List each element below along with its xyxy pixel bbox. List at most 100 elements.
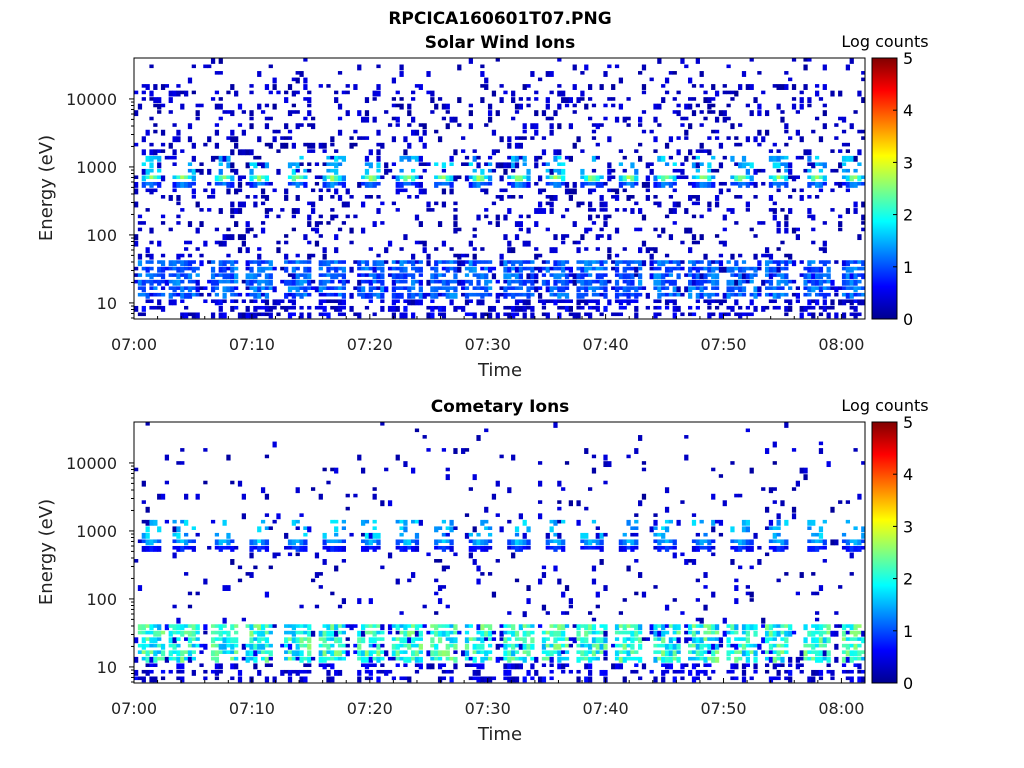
heatmap-cell	[741, 519, 747, 526]
heatmap-cell	[541, 208, 547, 214]
heatmap-cell	[711, 539, 716, 544]
heatmap-cell	[480, 64, 485, 69]
heatmap-cell	[699, 643, 704, 650]
heatmap-cell	[576, 305, 581, 310]
heatmap-cell	[172, 637, 177, 644]
heatmap-cell	[834, 656, 839, 663]
heatmap-cell	[449, 260, 454, 264]
heatmap-cell	[595, 142, 600, 147]
heatmap-cell	[807, 676, 812, 683]
heatmap-cell	[784, 630, 789, 637]
heatmap-cell	[395, 266, 400, 271]
heatmap-cell	[191, 286, 196, 290]
heatmap-cell	[257, 526, 262, 533]
heatmap-cell	[568, 299, 573, 304]
heatmap-cell	[203, 188, 208, 193]
heatmap-cell	[664, 650, 670, 657]
heatmap-cell	[307, 279, 312, 286]
heatmap-cell	[403, 643, 408, 648]
heatmap-cell	[207, 136, 212, 143]
heatmap-cell	[253, 637, 258, 641]
heatmap-cell	[249, 624, 254, 631]
heatmap-cell	[526, 97, 531, 101]
heatmap-cell	[180, 676, 185, 683]
heatmap-cell	[149, 286, 154, 290]
heatmap-cell	[264, 273, 270, 280]
heatmap-cell	[457, 279, 462, 286]
solar-wind-x-axis-label: Time	[477, 360, 522, 381]
heatmap-cell	[437, 598, 443, 605]
heatmap-cell	[711, 493, 716, 500]
heatmap-cell	[487, 637, 493, 641]
heatmap-cell	[260, 650, 266, 654]
heatmap-cell	[599, 669, 604, 676]
heatmap-cell	[226, 110, 231, 114]
heatmap-cell	[838, 181, 843, 188]
heatmap-cell	[822, 292, 827, 299]
heatmap-cell	[784, 71, 789, 75]
heatmap-cell	[534, 286, 539, 293]
heatmap-cell	[253, 545, 258, 550]
heatmap-cell	[141, 669, 146, 674]
heatmap-cell	[141, 545, 146, 552]
heatmap-cell	[464, 513, 470, 517]
heatmap-cell	[580, 266, 585, 273]
heatmap-cell	[141, 630, 146, 635]
heatmap-cell	[776, 650, 781, 657]
heatmap-cell	[522, 181, 527, 188]
heatmap-cell	[818, 279, 824, 286]
heatmap-cell	[145, 545, 150, 552]
heatmap-cell	[137, 221, 143, 225]
heatmap-cell	[234, 208, 239, 214]
heatmap-cell	[572, 64, 577, 71]
heatmap-cell	[745, 305, 750, 310]
heatmap-cell	[849, 637, 854, 641]
heatmap-cell	[861, 656, 865, 661]
heatmap-cell	[495, 299, 500, 304]
heatmap-cell	[818, 175, 824, 180]
heatmap-cell	[353, 129, 358, 134]
heatmap-cell	[461, 149, 466, 153]
heatmap-cell	[841, 273, 847, 280]
heatmap-cell	[564, 260, 570, 264]
heatmap-cell	[364, 162, 370, 166]
heatmap-cell	[334, 286, 339, 290]
heatmap-cell	[511, 266, 516, 271]
heatmap-cell	[614, 208, 620, 212]
heatmap-cell	[395, 305, 400, 312]
heatmap-cell	[814, 273, 820, 280]
heatmap-cell	[564, 637, 570, 641]
heatmap-cell	[418, 519, 423, 526]
heatmap-cell	[772, 526, 777, 530]
heatmap-cell	[476, 286, 481, 290]
heatmap-cell	[472, 663, 477, 668]
heatmap-cell	[603, 532, 608, 537]
heatmap-cell	[541, 637, 547, 644]
heatmap-cell	[557, 123, 562, 130]
heatmap-cell	[741, 643, 747, 650]
heatmap-cell	[768, 208, 774, 212]
heatmap-cell	[841, 539, 847, 544]
heatmap-cell	[395, 208, 400, 212]
heatmap-cell	[684, 624, 689, 628]
heatmap-cell	[472, 247, 477, 251]
heatmap-cell	[468, 162, 473, 166]
heatmap-cell	[688, 312, 693, 317]
heatmap-cell	[430, 273, 435, 280]
heatmap-cell	[564, 585, 570, 591]
heatmap-cell	[403, 266, 408, 273]
heatmap-cell	[134, 273, 139, 277]
heatmap-cell	[784, 299, 789, 304]
heatmap-cell	[376, 168, 381, 173]
heatmap-cell	[764, 253, 770, 258]
heatmap-cell	[418, 175, 423, 180]
heatmap-cell	[234, 545, 239, 550]
heatmap-cell	[780, 208, 785, 212]
heatmap-cell	[214, 650, 220, 657]
heatmap-cell	[414, 240, 420, 245]
heatmap-cell	[303, 643, 308, 648]
heatmap-cell	[714, 260, 720, 264]
heatmap-cell	[741, 669, 747, 676]
heatmap-cell	[580, 299, 585, 304]
heatmap-cell	[310, 142, 316, 149]
